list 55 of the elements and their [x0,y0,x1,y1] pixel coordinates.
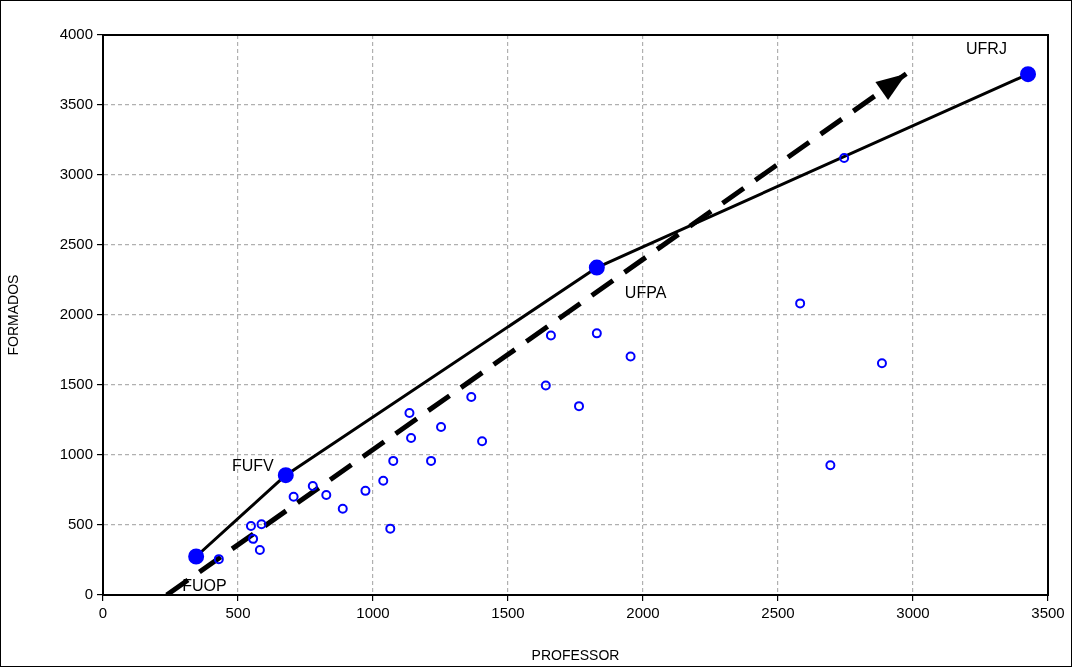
y-tick-label: 0 [84,585,93,603]
point [321,490,332,501]
annotation: UFPA [624,283,667,301]
x-tick-label: 3000 [896,604,930,622]
y-tick-label: 2500 [59,235,93,253]
point [625,351,636,362]
point [213,554,224,565]
point [245,520,256,531]
point [256,519,267,530]
point [337,503,348,514]
point [360,485,371,496]
point [588,259,605,276]
point [839,152,850,163]
point [795,298,806,309]
point [466,392,477,403]
point [248,533,259,544]
point [540,380,551,391]
point [254,544,265,555]
point [825,460,836,471]
point [545,330,556,341]
annotation: FUFV [232,457,275,475]
point [307,481,318,492]
x-tick-label: 2000 [626,604,660,622]
x-axis-title: PROFESSOR [531,647,620,664]
point [406,432,417,443]
y-axis-title: FORMADOS [5,274,22,356]
point [426,455,437,466]
point [188,548,205,565]
point [436,422,447,432]
annotation: UFRJ [966,40,1007,58]
y-tick-label: 3000 [59,165,93,183]
x-tick-label: 1000 [356,604,390,622]
y-tick-label: 4000 [59,25,93,43]
x-tick-label: 500 [225,604,251,622]
point [591,328,602,339]
y-tick-label: 500 [67,515,93,533]
point [404,408,415,418]
point [385,523,396,534]
point [876,358,887,369]
x-tick-label: 3500 [1031,604,1065,622]
annotation: FUOP [182,576,227,594]
point [288,491,299,502]
x-tick-label: 1500 [491,604,525,622]
x-tick-label: 0 [98,604,108,622]
point [388,455,399,466]
x-tick-label: 2500 [761,604,795,622]
point [477,436,488,447]
y-tick-label: 1500 [59,375,93,393]
y-tick-label: 1000 [59,445,93,463]
y-tick-label: 2000 [59,305,93,323]
point [378,475,389,486]
point [574,401,585,412]
point [1020,66,1037,83]
point [277,467,294,484]
y-tick-label: 3500 [59,95,93,113]
